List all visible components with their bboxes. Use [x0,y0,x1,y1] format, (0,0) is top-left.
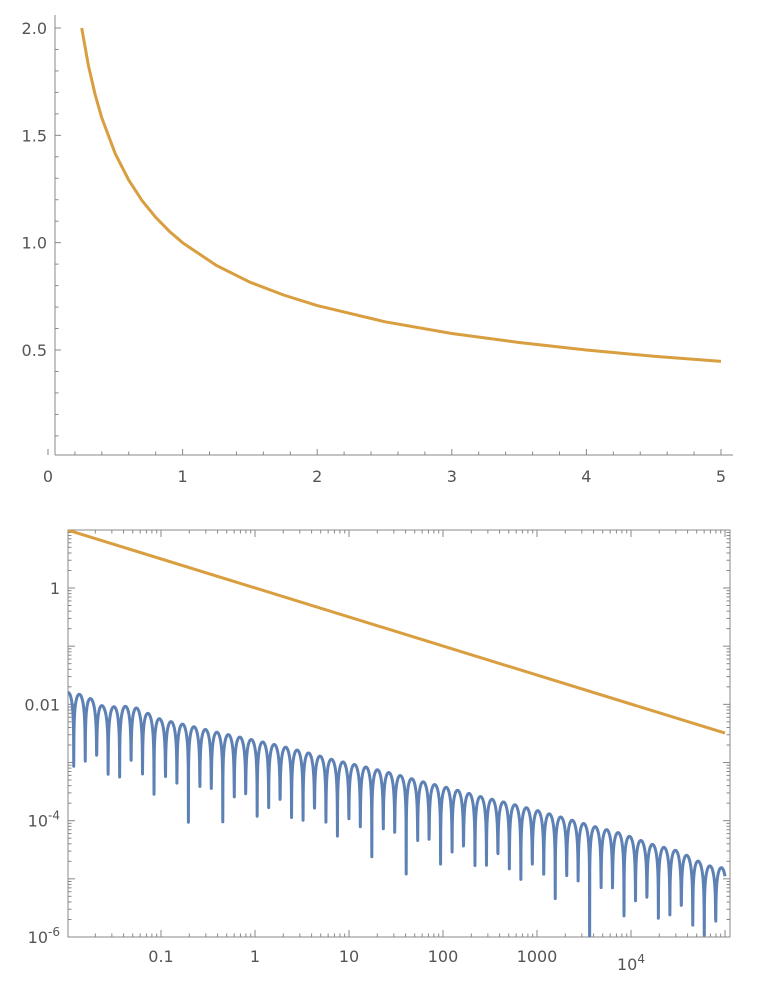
series-line [80,27,722,363]
y-tick-label: 1.0 [22,234,47,253]
x-tick-label: 104 [617,952,645,974]
plot-frame [67,529,731,938]
bottom-plot: 0.1 1 10 100 1000 104 1 0.01 10-4 10-6 [24,529,731,974]
series-line-blue [68,690,727,937]
y-tick-label: 0.01 [24,695,60,714]
series-line-orange [68,530,726,735]
x-tick-label: 100 [428,947,459,966]
top-plot: 0 1 2 3 4 5 0.5 1.0 1.5 2.0 [22,15,733,486]
x-tick-label: 0 [43,467,53,486]
x-tick-label: 1 [250,947,260,966]
y-tick-label: 10-4 [28,809,60,831]
y-tick-label: 0.5 [22,341,47,360]
x-tick-label: 1000 [517,947,558,966]
x-tick-label: 1 [178,467,188,486]
x-tick-label: 2 [312,467,322,486]
y-tick-label: 2.0 [22,19,47,38]
x-tick-label: 3 [447,467,457,486]
x-tick-label: 5 [716,467,726,486]
y-tick-label: 1.5 [22,126,47,145]
x-tick-label: 10 [339,947,359,966]
x-tick-label: 0.1 [148,947,173,966]
series-group [68,530,727,937]
x-tick-label: 4 [581,467,591,486]
y-tick-label: 10-6 [28,925,60,947]
y-tick-label: 1 [50,579,60,598]
